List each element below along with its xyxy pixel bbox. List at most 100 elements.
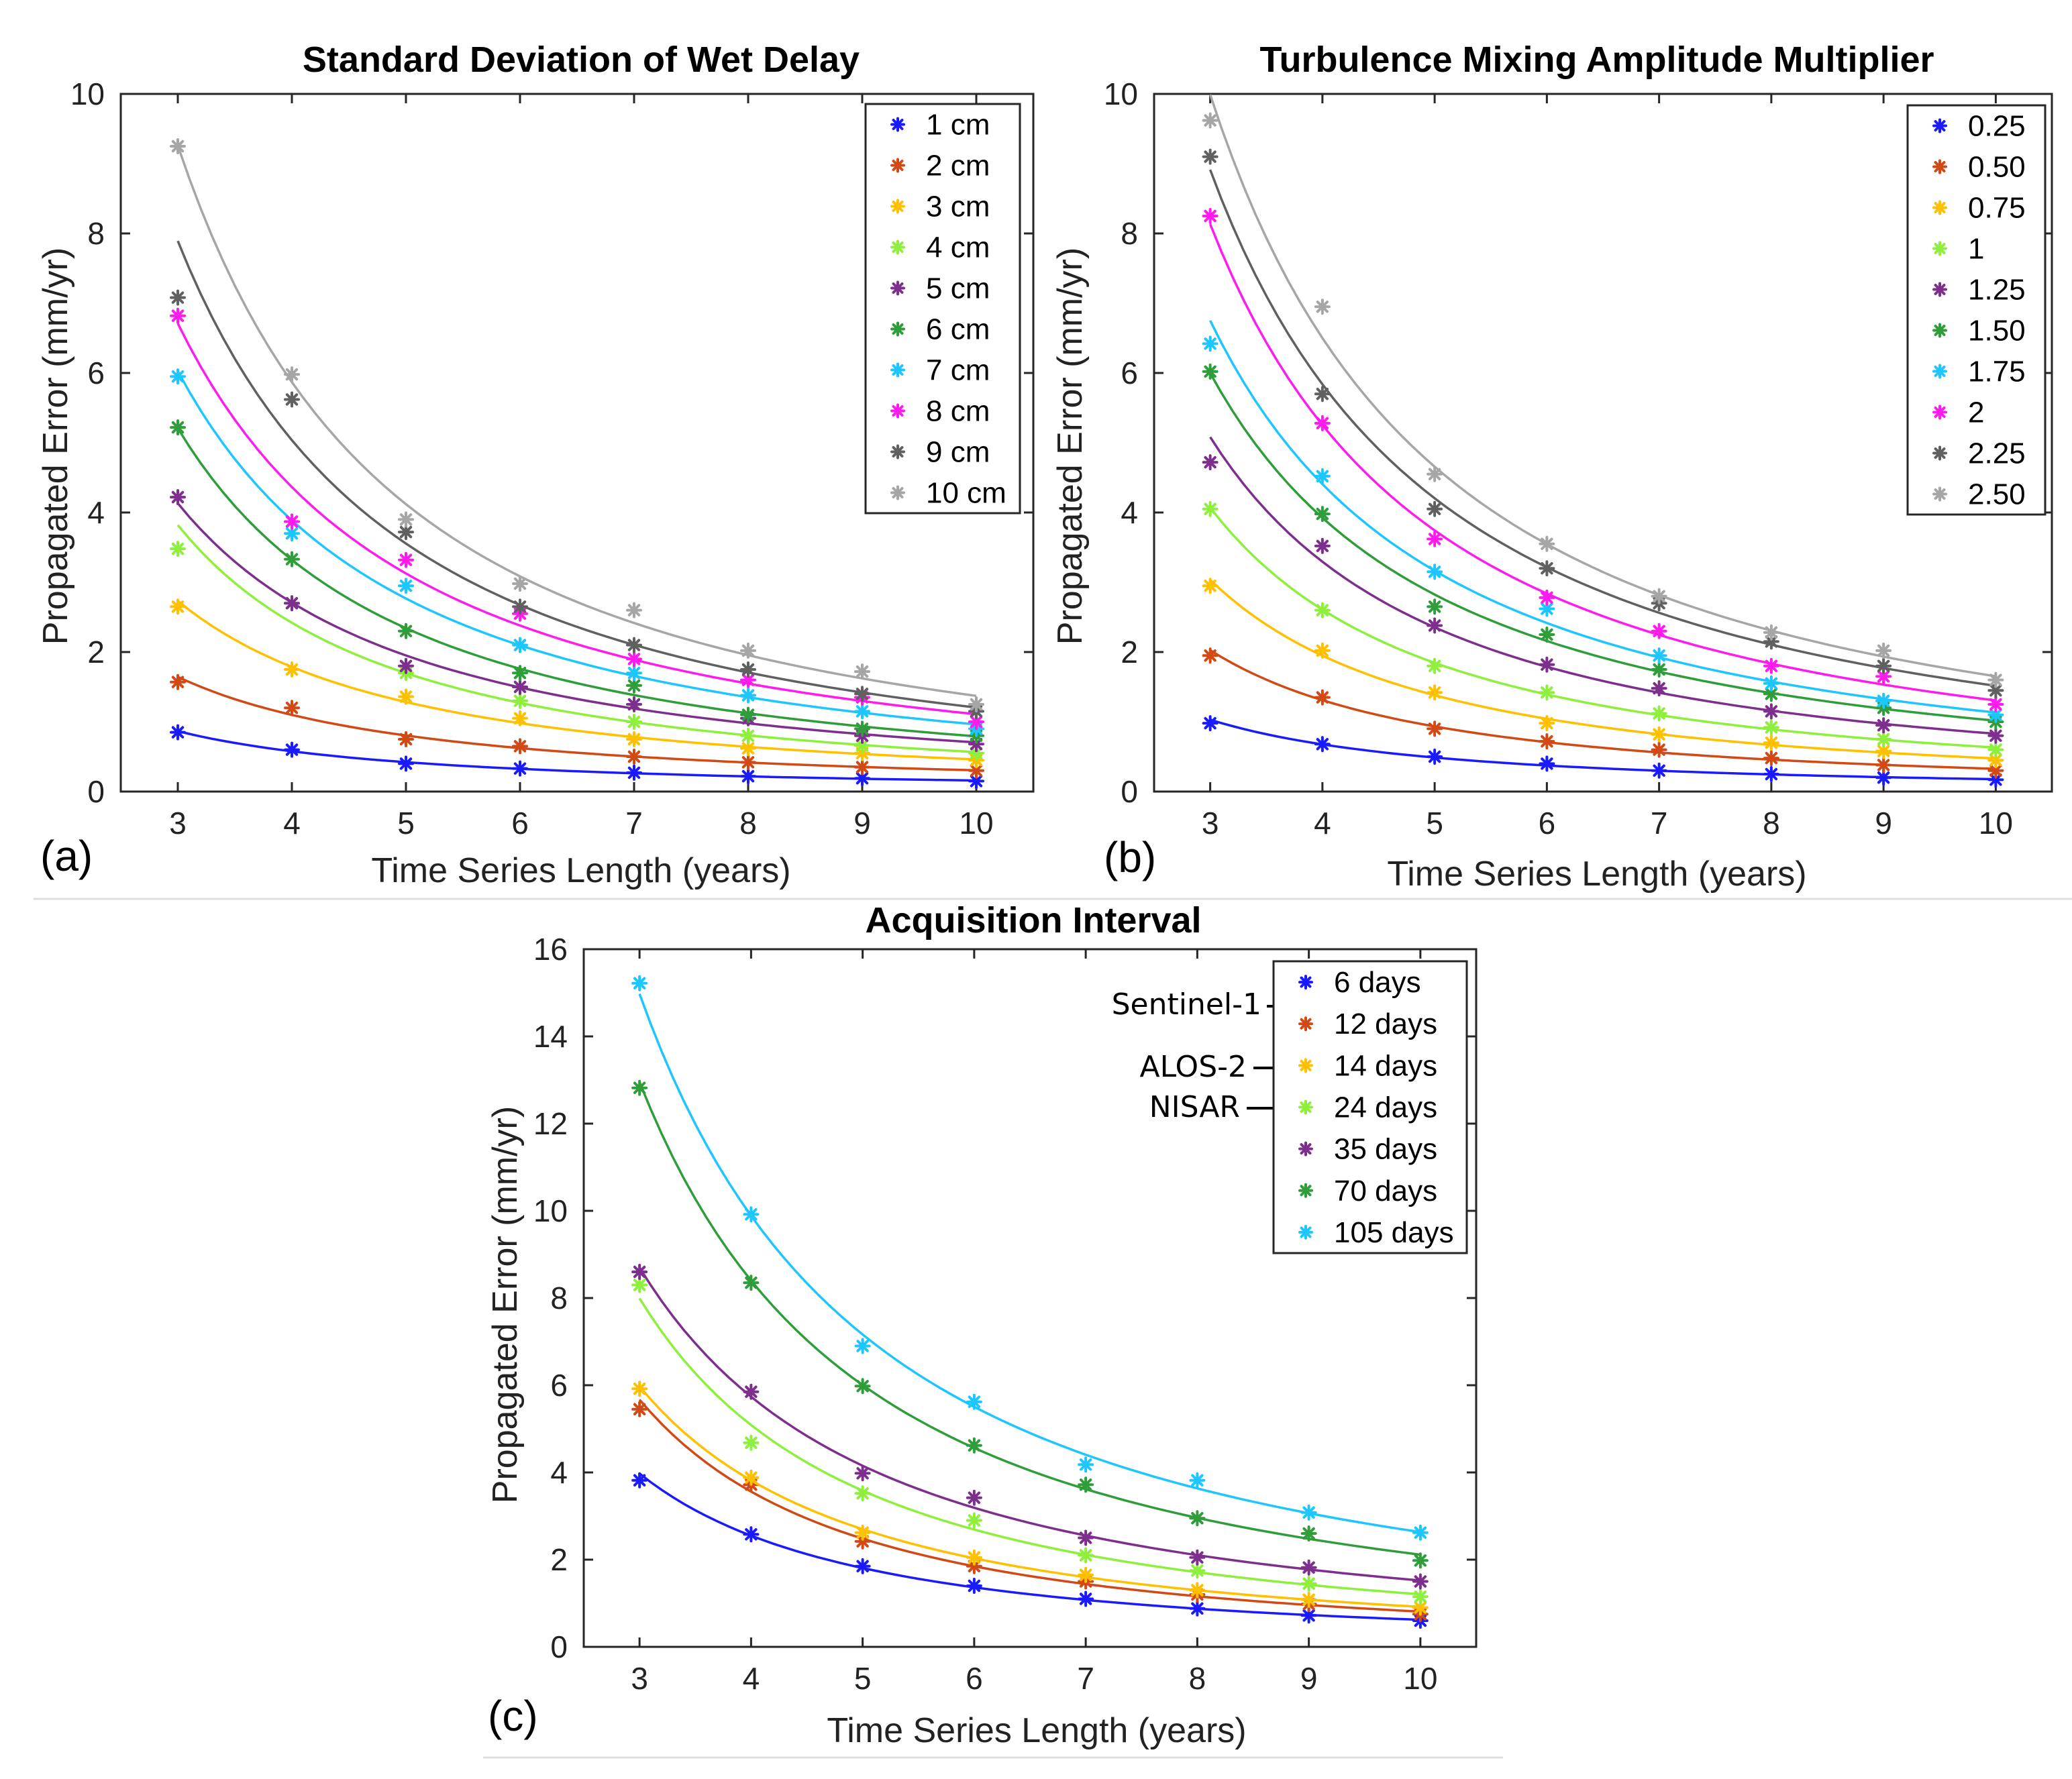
legend-marker	[1932, 200, 1947, 215]
data-point	[966, 1512, 982, 1529]
data-point	[1875, 657, 1892, 674]
legend-label: 24 days	[1334, 1091, 1437, 1124]
data-point	[398, 657, 414, 674]
legend-box	[1906, 104, 2047, 516]
data-point	[1189, 1582, 1206, 1599]
legend-marker	[1932, 282, 1947, 297]
data-point	[1651, 705, 1667, 722]
legend-marker	[1932, 323, 1947, 338]
legend-label: 35 days	[1334, 1133, 1437, 1166]
fit-curve	[176, 323, 977, 716]
data-point	[968, 745, 984, 761]
data-point	[854, 1378, 871, 1395]
series-70-days	[631, 1079, 1429, 1569]
data-point	[631, 1264, 648, 1280]
data-point	[854, 1558, 871, 1574]
legend-marker	[1932, 118, 1947, 133]
data-point	[284, 513, 300, 530]
data-point	[1078, 1456, 1094, 1473]
y-tick-label: 16	[533, 932, 568, 967]
fit-curve	[176, 145, 977, 698]
fit-curve	[1209, 649, 1996, 770]
x-tick-label: 6	[1539, 806, 1556, 841]
fit-curve	[176, 524, 977, 753]
panel-a-label: (a)	[40, 832, 93, 880]
legend-label: 2.25	[1968, 437, 2026, 470]
legend-marker	[1932, 364, 1947, 379]
data-point	[1300, 1591, 1317, 1608]
data-point	[1987, 771, 2004, 788]
legend-label: 7 cm	[926, 354, 990, 387]
data-point	[1078, 1476, 1094, 1493]
fit-curve	[1209, 579, 1996, 760]
legend-marker	[1298, 1224, 1313, 1240]
panel-c-ylabel: Propagated Error (mm/yr)	[486, 1106, 525, 1503]
fit-curve	[638, 1385, 1421, 1609]
legend-label: 3 cm	[926, 191, 990, 223]
series-24-days	[631, 1277, 1429, 1605]
data-point	[743, 1434, 760, 1451]
data-point	[740, 754, 756, 771]
panel-a-legend: 1 cm 2 cm 3 cm 4 cm 5 cm 6 cm 7 cm 8 cm 9 cm 10 c…	[864, 103, 1021, 515]
data-point	[626, 602, 642, 618]
x-tick-label: 6	[966, 1661, 983, 1696]
legend-label: 1	[1968, 233, 1984, 266]
data-point	[170, 541, 186, 557]
data-point	[1539, 560, 1555, 577]
data-point	[626, 696, 642, 712]
data-point	[1412, 1552, 1429, 1569]
data-point	[170, 138, 186, 154]
data-point	[1189, 1472, 1206, 1489]
data-point	[631, 1381, 648, 1397]
data-point	[170, 307, 186, 324]
data-point	[743, 1206, 760, 1223]
data-point	[740, 642, 756, 659]
x-tick-label: 3	[1202, 806, 1219, 841]
data-point	[1763, 657, 1779, 674]
data-point	[740, 661, 756, 678]
data-point	[1314, 642, 1331, 659]
series-2	[1202, 208, 2004, 712]
data-point	[1078, 1591, 1094, 1607]
data-point	[1314, 689, 1331, 706]
panel-b-xlabel: Time Series Length (years)	[1387, 855, 1806, 894]
data-point	[1763, 703, 1779, 720]
series-9-cm	[170, 240, 984, 720]
data-point	[1300, 1559, 1317, 1576]
data-point	[1763, 735, 1779, 751]
x-tick-label: 5	[854, 1661, 872, 1696]
data-point	[512, 710, 528, 726]
data-point	[1314, 415, 1331, 431]
data-point	[1763, 719, 1779, 736]
y-tick-label: 10	[533, 1193, 568, 1228]
data-point	[284, 391, 300, 408]
data-point	[1202, 454, 1219, 471]
data-point	[1539, 755, 1555, 772]
y-tick-label: 2	[1121, 635, 1138, 669]
fit-curve	[176, 370, 977, 726]
data-point	[1539, 715, 1555, 732]
series-1.75	[1202, 320, 2004, 723]
series-0.25	[1202, 715, 2004, 788]
panel-c-label: (c)	[488, 1692, 538, 1740]
x-tick-label: 9	[1300, 1661, 1318, 1696]
panel-b: 3 4 5 6 7 8 9 10 0 2 4 6 8 10 0.25 0.50 0.75 1 1.25 1.50 1.7…	[1104, 76, 2053, 841]
data-point	[631, 1401, 648, 1417]
y-tick-label: 6	[1121, 356, 1138, 390]
data-point	[1202, 112, 1219, 129]
x-tick-label: 3	[631, 1661, 648, 1696]
data-point	[626, 764, 642, 781]
data-point	[1651, 741, 1667, 758]
data-point	[170, 419, 186, 436]
data-point	[284, 595, 300, 612]
data-point	[1300, 1525, 1317, 1542]
legend-label: 0.50	[1968, 151, 2026, 184]
data-point	[512, 679, 528, 695]
data-point	[1189, 1600, 1206, 1617]
legend-label: 2 cm	[926, 150, 990, 182]
data-point	[1875, 692, 1892, 709]
data-point	[1078, 1566, 1094, 1583]
data-point	[1202, 208, 1219, 224]
data-point	[966, 1489, 982, 1506]
data-point	[1202, 148, 1219, 165]
